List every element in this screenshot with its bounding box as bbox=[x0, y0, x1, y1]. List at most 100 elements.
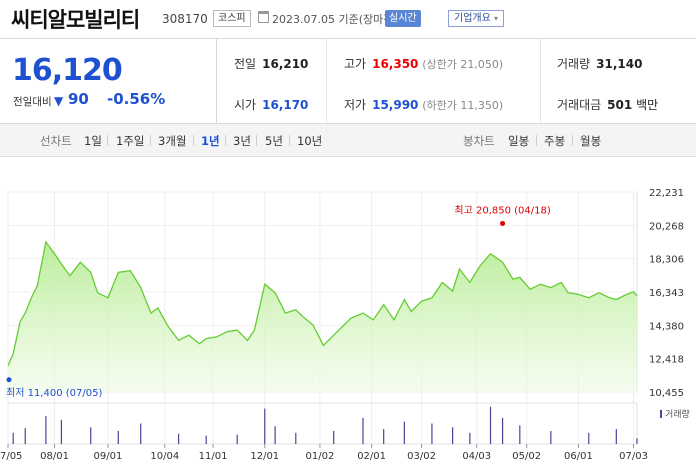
chart-grid bbox=[7, 191, 638, 448]
trade-amount-value: 501 bbox=[607, 98, 633, 112]
stock-header: 씨티알모빌리티 308170 코스피 2023.07.05 기준(장마감) 실시… bbox=[0, 0, 696, 38]
down-arrow-icon: ▼ bbox=[54, 94, 64, 108]
tab-1d[interactable]: 1일 bbox=[84, 134, 102, 148]
volume: 거래량 31,140 bbox=[557, 55, 642, 72]
x-tick-label: 08/01 bbox=[40, 451, 69, 462]
volume-frame bbox=[7, 402, 638, 445]
tab-weekly[interactable]: 주봉 bbox=[544, 134, 566, 148]
volume-bar bbox=[383, 429, 385, 444]
x-tick-label: 06/01 bbox=[564, 451, 593, 462]
volume-bar bbox=[501, 417, 504, 444]
open-label: 시가 bbox=[234, 98, 257, 112]
divider bbox=[107, 135, 108, 146]
company-info-button[interactable]: 기업개요 ▾ bbox=[448, 10, 505, 27]
volume-legend-label: 거래량 bbox=[665, 410, 690, 420]
volume-bar bbox=[452, 427, 454, 444]
price-line bbox=[7, 240, 638, 367]
quote-date: 2023.07.05 기준(장마감) bbox=[272, 13, 398, 26]
y-tick-label: 22,231 bbox=[649, 188, 684, 199]
tab-10y[interactable]: 10년 bbox=[297, 134, 323, 148]
volume-bar bbox=[264, 408, 266, 444]
x-tick-label: 11/01 bbox=[199, 451, 228, 462]
tab-1y[interactable]: 1년 bbox=[201, 134, 220, 148]
volume-bar bbox=[588, 432, 590, 444]
chart-tabs: 선차트 1일 1주일 3개월 1년 3년 5년 10년 봉차트 일봉 주봉 월봉 bbox=[0, 124, 696, 157]
divider bbox=[150, 135, 151, 146]
trade-amount-label: 거래대금 bbox=[557, 98, 602, 112]
tab-5y[interactable]: 5년 bbox=[265, 134, 283, 148]
volume-swatch bbox=[660, 410, 662, 418]
change-label: 전일대비 bbox=[13, 96, 52, 108]
tab-1w[interactable]: 1주일 bbox=[116, 134, 145, 148]
volume-bar bbox=[274, 426, 276, 444]
divider bbox=[256, 135, 257, 146]
high-point-marker bbox=[500, 220, 506, 226]
x-axis-labels: 07/05 08/01 09/01 10/04 11/01 12/01 01/02 02/01… bbox=[0, 451, 648, 462]
y-axis-labels: 22,231 20,268 18,306 16,343 14,380 12,418 10,4… bbox=[649, 188, 684, 399]
lower-limit: (하한가 11,350) bbox=[422, 99, 504, 112]
prev-close: 전일 16,210 bbox=[234, 55, 308, 72]
tab-monthly[interactable]: 월봉 bbox=[580, 134, 602, 148]
volume-value: 31,140 bbox=[596, 57, 643, 71]
x-tick-label: 10/04 bbox=[150, 451, 179, 462]
volume-bars bbox=[12, 406, 638, 444]
volume-bar bbox=[489, 406, 492, 444]
current-price-box: 16,120 전일대비 ▼ 90 -0.56% bbox=[0, 39, 217, 123]
x-tick-label: 04/03 bbox=[462, 451, 491, 462]
volume-bar bbox=[205, 435, 207, 444]
change-value: 90 bbox=[68, 90, 89, 108]
volume-bar bbox=[333, 430, 335, 444]
high-point-label: 최고 20,850 (04/18) bbox=[454, 204, 550, 216]
volume-bar bbox=[140, 423, 142, 444]
divider bbox=[193, 135, 194, 146]
realtime-button[interactable]: 실시간 bbox=[385, 10, 421, 27]
volume-bar bbox=[615, 429, 617, 444]
divider bbox=[572, 135, 573, 146]
tab-daily[interactable]: 일봉 bbox=[508, 134, 530, 148]
quote-panel: 16,120 전일대비 ▼ 90 -0.56% 전일 16,210 고가 16,35… bbox=[0, 38, 696, 124]
upper-limit: (상한가 21,050) bbox=[422, 58, 504, 71]
volume-legend: 거래량 bbox=[660, 407, 690, 420]
y-tick-label: 14,380 bbox=[649, 321, 684, 332]
volume-bar bbox=[90, 427, 92, 444]
y-tick-label: 18,306 bbox=[649, 255, 684, 266]
divider bbox=[225, 135, 226, 146]
market-badge: 코스피 bbox=[213, 10, 251, 27]
divider bbox=[289, 135, 290, 146]
volume-label: 거래량 bbox=[557, 57, 591, 71]
volume-bar bbox=[178, 433, 180, 444]
divider bbox=[536, 135, 537, 146]
x-tick-label: 09/01 bbox=[94, 451, 123, 462]
low-point-label: 최저 11,400 (07/05) bbox=[6, 387, 102, 399]
x-tick-label: 02/01 bbox=[357, 451, 386, 462]
volume-bar bbox=[117, 430, 119, 444]
volume-bar bbox=[295, 432, 297, 444]
volume-bar bbox=[24, 428, 26, 444]
x-tick-label: 01/02 bbox=[306, 451, 335, 462]
y-tick-label: 20,268 bbox=[649, 221, 684, 232]
tab-3m[interactable]: 3개월 bbox=[158, 134, 187, 148]
volume-bar bbox=[60, 419, 63, 444]
x-tick-label: 03/02 bbox=[407, 451, 436, 462]
low-value: 15,990 bbox=[372, 98, 419, 112]
volume-bar bbox=[45, 416, 47, 444]
trade-amount-unit: 백만 bbox=[636, 98, 659, 112]
volume-bar bbox=[636, 438, 638, 444]
volume-bar bbox=[236, 434, 238, 444]
stock-name[interactable]: 씨티알모빌리티 bbox=[11, 8, 140, 32]
volume-bar bbox=[431, 423, 433, 444]
prev-close-value: 16,210 bbox=[262, 57, 309, 71]
x-tick-label: 12/01 bbox=[250, 451, 279, 462]
x-tick-label: 07/05 bbox=[0, 451, 22, 462]
y-tick-label: 12,418 bbox=[649, 355, 684, 366]
low-price: 저가 15,990 (하한가 11,350) bbox=[344, 96, 503, 113]
company-info-label: 기업개요 bbox=[454, 13, 491, 24]
high-value: 16,350 bbox=[372, 57, 419, 71]
candle-chart-label[interactable]: 봉차트 bbox=[463, 134, 495, 148]
volume-bar bbox=[403, 421, 405, 444]
y-tick-label: 10,455 bbox=[649, 388, 684, 399]
tab-3y[interactable]: 3년 bbox=[233, 134, 251, 148]
current-price: 16,120 bbox=[12, 53, 123, 88]
calendar-icon bbox=[258, 11, 269, 23]
line-chart-label[interactable]: 선차트 bbox=[40, 134, 72, 148]
